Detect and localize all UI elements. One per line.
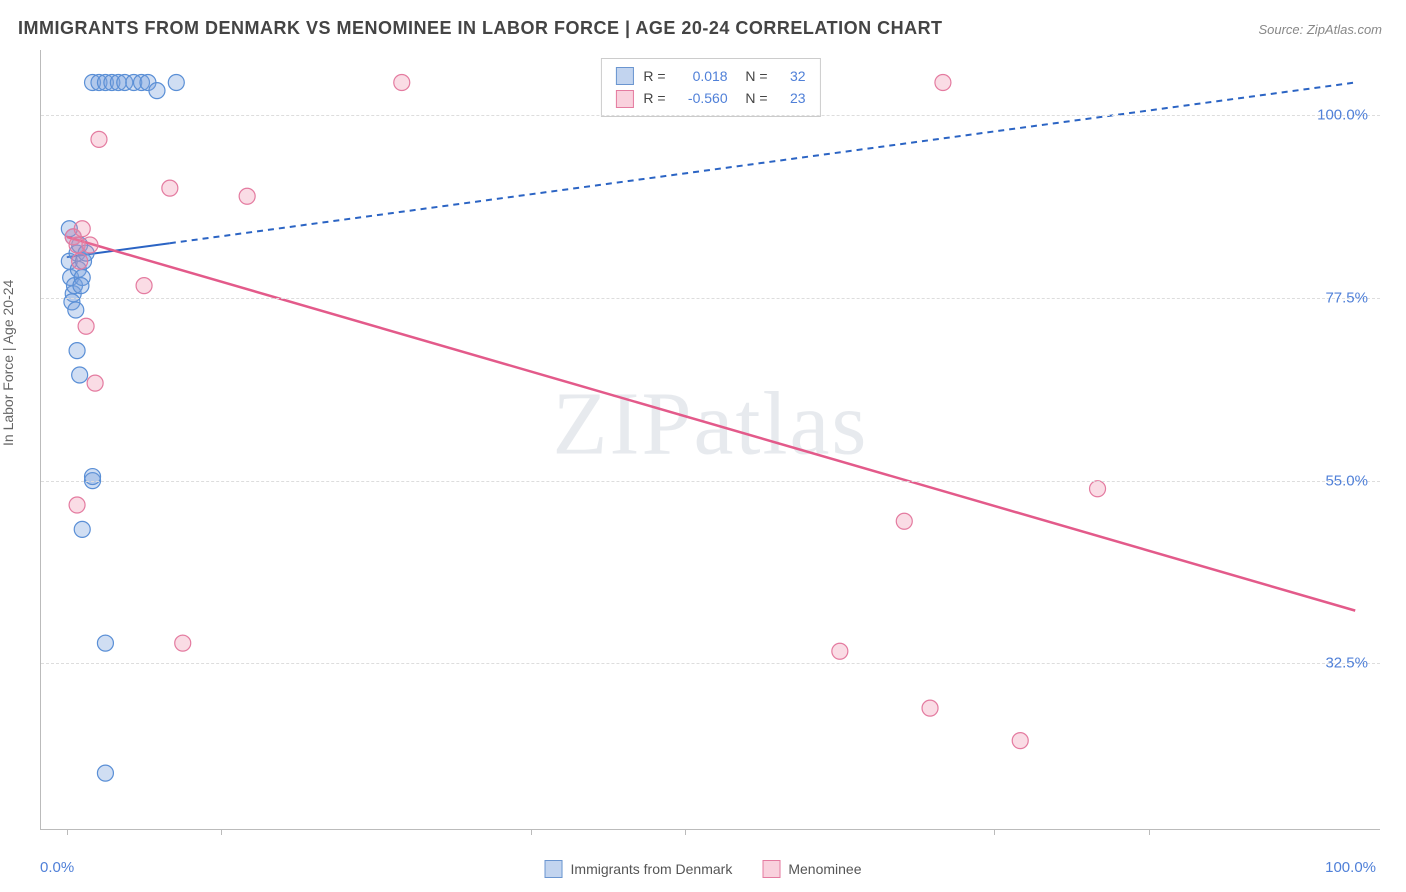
series-legend: Immigrants from Denmark Menominee [545, 860, 862, 878]
x-tick [685, 829, 686, 835]
legend-swatch [545, 860, 563, 878]
gridline [41, 481, 1380, 482]
series-legend-item: Menominee [762, 860, 861, 878]
plot-svg [41, 50, 1380, 829]
x-axis-min-label: 0.0% [40, 859, 74, 876]
x-tick [221, 829, 222, 835]
x-tick [531, 829, 532, 835]
series-legend-item: Immigrants from Denmark [545, 860, 733, 878]
gridline [41, 115, 1380, 116]
x-axis-max-label: 100.0% [1325, 859, 1376, 876]
y-tick-label: 55.0% [1325, 472, 1368, 489]
series-legend-label: Immigrants from Denmark [571, 861, 733, 877]
plot-area: ZIPatlas R = 0.018 N = 32 R = -0.560 N =… [40, 50, 1380, 830]
legend-swatch [762, 860, 780, 878]
gridline [41, 663, 1380, 664]
gridline [41, 298, 1380, 299]
y-tick-label: 77.5% [1325, 289, 1368, 306]
y-axis-title: In Labor Force | Age 20-24 [0, 280, 16, 446]
y-tick-label: 32.5% [1325, 655, 1368, 672]
y-tick-label: 100.0% [1317, 107, 1368, 124]
correlation-chart: IMMIGRANTS FROM DENMARK VS MENOMINEE IN … [0, 0, 1406, 892]
x-tick [1149, 829, 1150, 835]
chart-title: IMMIGRANTS FROM DENMARK VS MENOMINEE IN … [18, 18, 943, 39]
source-attribution: Source: ZipAtlas.com [1258, 22, 1382, 37]
x-tick [67, 829, 68, 835]
series-legend-label: Menominee [788, 861, 861, 877]
x-tick [994, 829, 995, 835]
